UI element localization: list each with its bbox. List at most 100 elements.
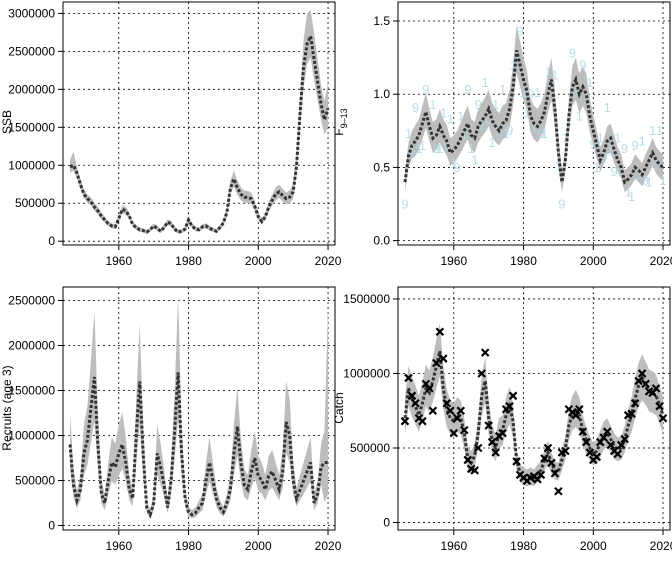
observed-catch-point: [512, 457, 521, 466]
age-label: 1: [530, 120, 537, 135]
observed-catch-point: [435, 327, 445, 337]
observed-catch-point: [599, 433, 609, 442]
observed-catch-point: [508, 391, 518, 401]
observed-catch-point: [491, 448, 500, 457]
plot-frame: [62, 286, 336, 531]
observed-catch-point: [592, 452, 602, 462]
observed-catch-point: [582, 437, 591, 447]
age-label: 1: [656, 123, 663, 138]
observed-catch-point: [658, 413, 668, 423]
y-tick-label: 3000000: [8, 6, 55, 20]
age-label: 9: [454, 160, 461, 175]
age-label: 1: [614, 131, 621, 146]
age-label: 1: [597, 131, 604, 146]
x-tick-label: 2000: [580, 254, 607, 268]
y-tick-label: 1000000: [8, 158, 55, 172]
y-tick-label: 0.0: [373, 234, 390, 248]
ssb-panel: 1960 1980 2000 2020 0 500000 1000000 1500000 200…: [0, 1, 342, 268]
observed-catch-point: [630, 399, 640, 408]
observed-catch-point: [540, 454, 549, 463]
observed-catch-point: [480, 348, 490, 357]
age-label: 1: [457, 109, 464, 124]
y-tick-label: 1500000: [343, 292, 390, 306]
age-label: 9: [433, 141, 440, 156]
estimate-line: [403, 49, 664, 185]
x-tick-label: 2020: [315, 254, 342, 268]
y-tick-label: 2500000: [8, 294, 55, 308]
observed-catch-point: [571, 410, 581, 420]
age-label: 1: [450, 155, 457, 170]
age-label: 1: [635, 167, 642, 182]
age-label: 1: [478, 117, 485, 132]
observed-catch-point: [602, 427, 612, 436]
age-label: 1: [586, 75, 593, 90]
observed-catch-point: [536, 470, 546, 480]
age-label: 1: [415, 141, 422, 156]
age-label: 1: [544, 65, 551, 80]
observed-catch-point: [550, 469, 560, 478]
age-label: 1: [405, 126, 412, 141]
y-tick-label: 1500000: [8, 120, 55, 134]
observed-catch-point: [463, 455, 473, 465]
observed-catch-point: [459, 425, 469, 435]
observed-catch-point: [411, 399, 420, 408]
observed-catch-point: [651, 384, 661, 393]
x-tick-label: 2020: [650, 539, 672, 553]
age-label: 1: [583, 91, 590, 106]
age-label: 9: [579, 57, 586, 72]
age-label: 1: [649, 123, 656, 138]
observed-catch-point: [620, 434, 629, 444]
age-label: 1: [408, 142, 415, 157]
observed-catch-point: [418, 416, 427, 426]
age-label: 9: [506, 123, 513, 138]
x-tick-label: 2020: [650, 254, 672, 268]
age-label: 1: [576, 109, 583, 124]
fishing-mortality-panel: 9119119119119119119119119119119119119119…: [332, 1, 672, 268]
observed-catch-point: [554, 486, 563, 496]
y-tick-label: 500000: [15, 196, 55, 210]
x-tick-label: 1980: [175, 539, 202, 553]
age-label: 1: [638, 133, 645, 148]
age-label: 1: [628, 189, 635, 204]
observed-catch-point: [547, 458, 556, 468]
age-label: 1: [551, 68, 558, 83]
y-tick-label: 1.0: [373, 87, 390, 101]
observed-catch-point: [428, 406, 438, 416]
observed-catch-point: [634, 376, 643, 386]
age-label: 1: [572, 85, 579, 100]
age-label: 9: [611, 164, 618, 179]
age-label: 9: [516, 24, 523, 39]
age-label: 9: [621, 141, 628, 156]
plot-frame: [397, 286, 671, 531]
age-label: 9: [590, 136, 597, 151]
observed-catch-point: [613, 449, 622, 459]
observed-catch-point: [404, 373, 413, 383]
confidence-band: [405, 322, 663, 486]
age-label: 9: [464, 82, 471, 97]
observed-catch-point: [543, 443, 553, 453]
age-label: 1: [489, 135, 496, 150]
confidence-band: [70, 9, 328, 234]
age-label: 1: [509, 57, 516, 72]
age-label: 1: [492, 97, 499, 112]
y-axis-label-subscript: 9–13: [339, 108, 349, 128]
y-tick-label: 0.5: [373, 160, 390, 174]
x-tick-label: 1980: [510, 254, 537, 268]
x-tick-label: 1960: [440, 539, 467, 553]
age-label: 9: [558, 196, 565, 211]
age-label: 1: [625, 185, 632, 200]
age-label: 1: [534, 85, 541, 100]
observed-catch-point: [473, 443, 483, 453]
observed-catch-point: [484, 421, 493, 430]
age-label: 1: [461, 128, 468, 143]
age-label: 1: [447, 112, 454, 127]
y-tick-label: 1000000: [8, 429, 55, 443]
age-label: 1: [541, 126, 548, 141]
observed-catch-point: [442, 399, 452, 408]
age-label: 1: [562, 131, 569, 146]
observed-catch-point: [505, 401, 514, 411]
x-tick-label: 2000: [580, 539, 607, 553]
plot-frame: [62, 1, 336, 246]
x-tick-label: 2000: [245, 254, 272, 268]
